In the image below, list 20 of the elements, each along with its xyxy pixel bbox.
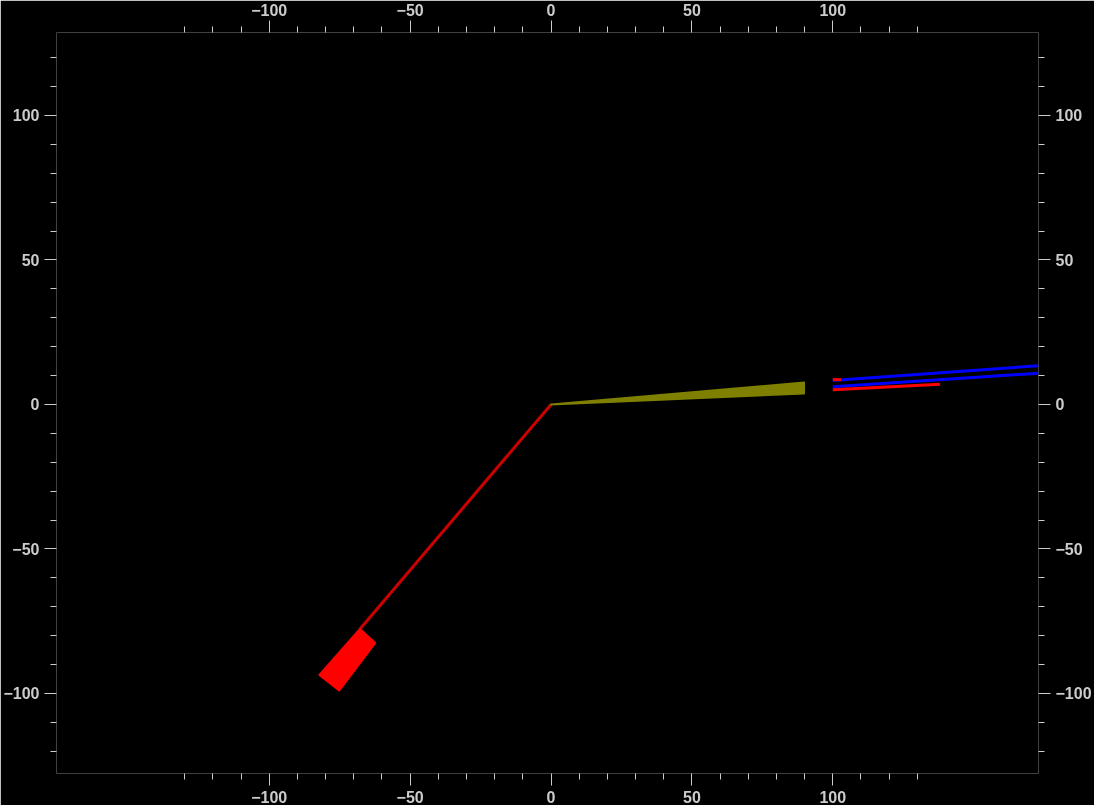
y-tick-label: 100 — [12, 107, 40, 125]
y-tick-label: 50 — [21, 251, 40, 269]
x2-tick-label: −50 — [396, 788, 424, 805]
y2-tick-label: −50 — [1055, 540, 1083, 558]
y-tick-label: −50 — [12, 540, 40, 558]
x-tick-label: 0 — [546, 1, 556, 19]
x2-tick-label: 50 — [683, 788, 701, 805]
y2-tick-label: 0 — [1055, 396, 1065, 414]
x2-tick-label: 100 — [819, 788, 847, 805]
y2-tick-label: 100 — [1055, 107, 1083, 125]
y2-tick-label: 50 — [1055, 251, 1074, 269]
x2-tick-label: −100 — [251, 788, 288, 805]
x-tick-label: 50 — [683, 1, 701, 19]
x-tick-label: −50 — [396, 1, 424, 19]
y2-tick-label: −100 — [1055, 685, 1092, 703]
y-tick-label: −100 — [3, 685, 40, 703]
x-tick-label: 100 — [819, 1, 847, 19]
x-tick-label: −100 — [251, 1, 288, 19]
x2-tick-label: 0 — [546, 788, 556, 805]
y-tick-label: 0 — [30, 396, 40, 414]
